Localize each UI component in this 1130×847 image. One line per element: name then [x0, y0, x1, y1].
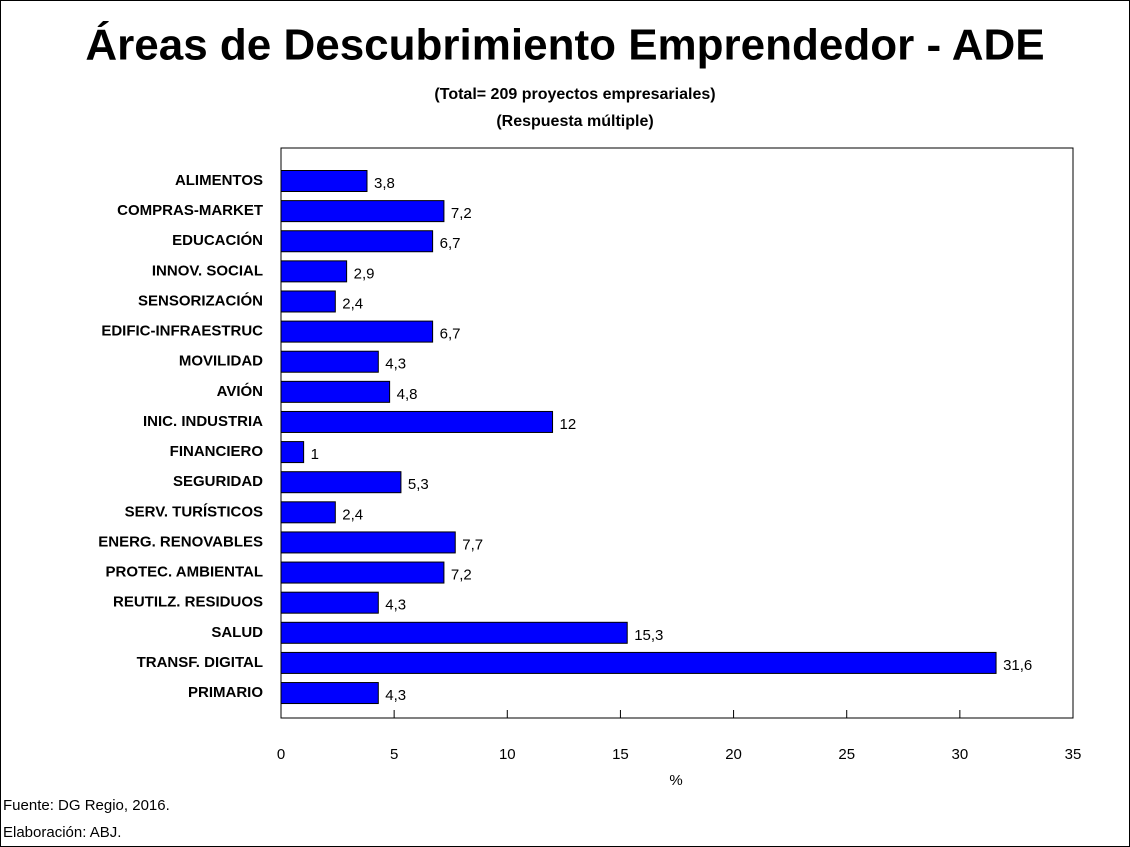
- bar: [280, 230, 434, 253]
- y-tick-label: FINANCIERO: [170, 443, 264, 460]
- bar: [280, 651, 997, 674]
- y-tick-label: INNOV. SOCIAL: [152, 262, 263, 279]
- y-tick-label: INIC. INDUSTRIA: [143, 413, 263, 430]
- bar: [280, 561, 445, 584]
- x-tick-label: 15: [612, 746, 629, 763]
- bar: [280, 260, 348, 283]
- value-label: 2,4: [342, 295, 363, 312]
- bar: [280, 441, 305, 464]
- bar: [280, 350, 379, 373]
- bar: [280, 501, 336, 524]
- value-label: 3,8: [374, 175, 395, 192]
- y-tick-label: ALIMENTOS: [175, 172, 263, 189]
- value-label: 12: [560, 416, 577, 433]
- subtitle: (Respuesta múltiple): [496, 113, 653, 130]
- y-tick-label: REUTILZ. RESIDUOS: [113, 594, 263, 611]
- x-tick-label: 35: [1065, 746, 1082, 763]
- plot-area: [280, 147, 1074, 719]
- y-tick-label: PRIMARIO: [188, 684, 263, 701]
- value-label: 2,9: [354, 265, 375, 282]
- x-tick-label: 5: [390, 746, 398, 763]
- y-tick-label: SEGURIDAD: [173, 473, 263, 490]
- value-label: 31,6: [1003, 657, 1032, 674]
- bar: [280, 531, 456, 554]
- value-label: 4,3: [385, 356, 406, 373]
- value-label: 7,2: [451, 205, 472, 222]
- chart-title: Áreas de Descubrimiento Emprendedor - AD…: [85, 20, 1044, 70]
- value-label: 6,7: [440, 235, 461, 252]
- value-label: 4,3: [385, 687, 406, 704]
- value-label: 6,7: [440, 326, 461, 343]
- x-tick-label: 20: [725, 746, 742, 763]
- subtitle: (Total= 209 proyectos empresariales): [434, 86, 715, 103]
- bar: [280, 170, 368, 192]
- bar: [280, 200, 445, 223]
- value-label: 7,7: [462, 536, 483, 553]
- y-tick-label: PROTEC. AMBIENTAL: [106, 564, 264, 581]
- x-tick-label: 0: [277, 746, 285, 763]
- value-label: 2,4: [342, 506, 363, 523]
- value-label: 1: [311, 446, 319, 463]
- bar: [280, 591, 379, 614]
- y-tick-label: TRANSF. DIGITAL: [137, 654, 263, 671]
- x-axis-label: %: [669, 772, 682, 789]
- y-tick-label: EDIFIC-INFRAESTRUC: [101, 323, 263, 340]
- bar: [280, 290, 336, 313]
- y-tick-label: SENSORIZACIÓN: [138, 291, 263, 309]
- value-label: 4,8: [397, 386, 418, 403]
- x-tick-label: 30: [952, 746, 969, 763]
- bar: [280, 320, 434, 343]
- y-tick-label: SERV. TURÍSTICOS: [125, 503, 263, 520]
- note: Fuente: DG Regio, 2016.: [3, 797, 170, 814]
- y-tick-label: AVIÓN: [217, 382, 263, 400]
- bar: [280, 410, 554, 433]
- y-tick-label: SALUD: [211, 624, 263, 641]
- note: Elaboración: ABJ.: [3, 824, 121, 841]
- value-label: 5,3: [408, 476, 429, 493]
- y-tick-label: ENERG. RENOVABLES: [98, 533, 263, 550]
- y-tick-label: EDUCACIÓN: [172, 231, 263, 249]
- value-label: 15,3: [634, 627, 663, 644]
- bar: [280, 471, 402, 494]
- value-label: 4,3: [385, 597, 406, 614]
- bar: [280, 682, 379, 705]
- x-tick-label: 10: [499, 746, 516, 763]
- bar: [280, 621, 628, 644]
- y-tick-label: MOVILIDAD: [179, 353, 263, 370]
- y-tick-label: COMPRAS-MARKET: [117, 202, 263, 219]
- bar: [280, 380, 391, 403]
- x-tick-label: 25: [838, 746, 855, 763]
- value-label: 7,2: [451, 567, 472, 584]
